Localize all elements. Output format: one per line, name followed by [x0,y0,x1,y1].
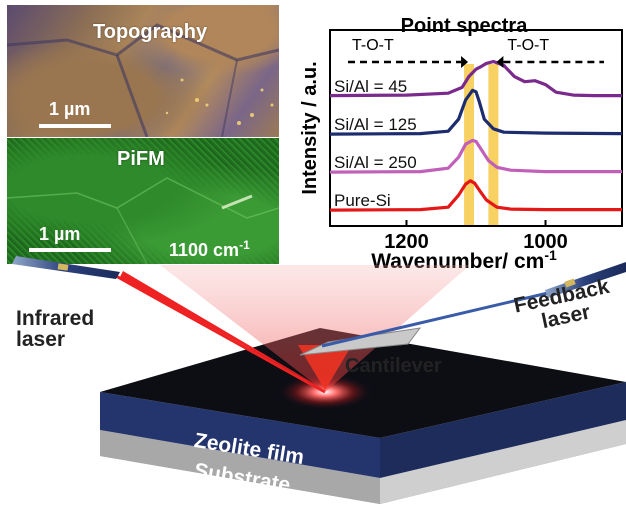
zeolite-side-right [380,382,626,478]
pifm-title: PiFM [117,148,165,170]
series-line-3 [329,179,622,212]
infrared-laser-label: Infrared laser [16,307,95,351]
x-tick-label-0: 1200 [384,231,429,253]
chart-title: Point spectra [401,15,529,37]
y-axis-label: Intensity / a.u. [299,61,321,194]
topography-texture [7,23,279,137]
series-line-2 [329,138,622,174]
substrate-side-right [380,420,626,504]
annotation-tot-right: T-O-T [507,37,549,54]
series-line-1 [329,88,623,136]
substrate-side-front [100,430,380,504]
series-label-3: Pure-Si [334,191,391,210]
plot-frame [329,29,623,227]
annotation-arrowhead-right [496,56,504,68]
series-label-2: Si/Al = 250 [334,153,417,172]
pifm-wavenumber: 1100 cm-1 [169,238,250,261]
zeolite-side-front [100,392,380,478]
topography-image: Topography 1 µm [7,5,279,137]
focus-cone [160,265,470,392]
highlight-band-0 [464,64,475,226]
infrared-beam [120,271,325,390]
pifm-wavenumber-value: 1100 cm [169,240,240,260]
x-tick-label-1: 1000 [523,231,568,253]
feedback-beam [321,291,549,348]
pifm-scale-bar [29,248,111,252]
infrared-laser-pen [12,256,120,279]
topography-title: Topography [93,21,208,43]
cantilever-label: Cantilever [345,355,442,377]
feedback-laser-pen [545,262,626,298]
pifm-texture [7,177,279,264]
annotation-arrowhead-left [461,56,469,68]
cantilever [299,327,422,356]
pifm-scale-label: 1 µm [39,224,81,244]
annotation-tot-left: T-O-T [352,37,394,54]
infrared-beam-line [115,274,326,394]
pifm-image: PiFM 1 µm 1100 cm-1 [7,138,279,264]
x-axis-label-sup: -1 [544,247,557,263]
pifm-wavenumber-sup: -1 [239,238,250,252]
highlight-band-1 [488,64,499,226]
topography-scale-bar [39,124,111,128]
series-label-1: Si/Al = 125 [334,115,417,134]
focus-cone-tip [298,345,352,390]
series-label-0: Si/Al = 45 [334,77,407,96]
topography-scale-label: 1 µm [49,99,91,119]
